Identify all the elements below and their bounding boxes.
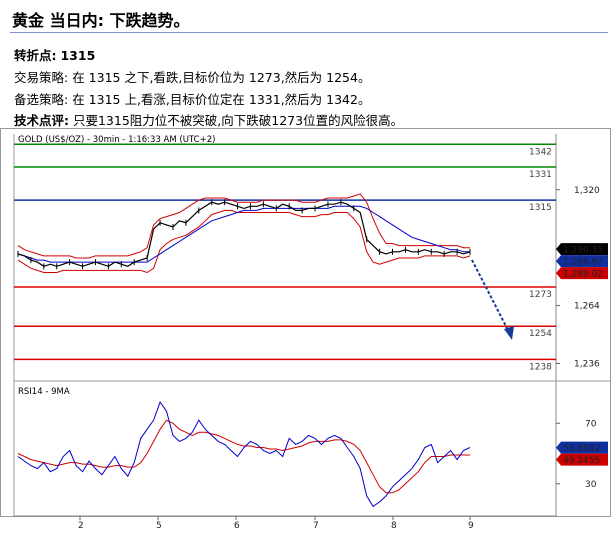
y-tick-label: 1,320 — [574, 186, 600, 196]
tech-comment-line: 技术点评: 只要1315阻力位不被突破,向下跌破1273位置的风险很高。 — [14, 110, 403, 129]
rsi-tag-label: 53.8692 — [563, 444, 600, 454]
x-tick-label: 7 — [313, 521, 319, 531]
price-tag-label: 1,290.35 — [563, 246, 603, 256]
price-tags: 1,290.35 1,289.97 1,289.02 — [556, 243, 608, 280]
bollinger-bands — [17, 193, 471, 274]
header-bar: 黄金 当日内: 下跌趋势。 — [0, 0, 616, 40]
page-title: 黄金 当日内: 下跌趋势。 — [12, 11, 190, 30]
level-label-1254: 1254 — [529, 329, 552, 339]
alt-strategy-label: 备选策略: — [14, 92, 69, 107]
rsi-pane: 70 30 53.8692 49.2455 — [17, 401, 608, 508]
rsi-y-tick-label: 30 — [585, 480, 597, 490]
rsi-tag-bg — [556, 453, 608, 466]
price-y-ticks: 1,320 1,264 1,236 — [556, 186, 600, 369]
x-tick-label: 6 — [234, 521, 240, 531]
alt-strategy-line: 备选策略: 在 1315 上,看涨,目标价位定在 1331,然后为 1342。 — [14, 89, 370, 108]
rsi-ma-line — [17, 419, 470, 494]
x-tick-label: 9 — [468, 521, 474, 531]
tech-comment-label: 技术点评: — [14, 113, 69, 128]
alt-strategy-text: 在 1315 上,看涨,目标价位定在 1331,然后为 1342。 — [72, 92, 371, 107]
strategy-line: 交易策略: 在 1315 之下,看跌,目标价位为 1273,然后为 1254。 — [14, 67, 370, 86]
bollinger-upper — [17, 193, 470, 259]
rsi-tag-label: 49.2455 — [563, 456, 600, 466]
pivot-line: 转折点: 1315 — [14, 45, 95, 64]
x-axis-ticks: 2 5 6 7 8 9 — [78, 516, 474, 531]
level-label-1273: 1273 — [529, 290, 552, 300]
level-label-1315: 1315 — [529, 203, 552, 213]
tech-comment-text: 只要1315阻力位不被突破,向下跌破1273位置的风险很高。 — [72, 113, 404, 128]
price-tag-bg — [556, 243, 608, 256]
price-chart-title: GOLD (US$/OZ) - 30min - 1:16:33 AM (UTC+… — [18, 135, 215, 145]
header-divider — [10, 32, 608, 33]
forecast-arrow-head — [504, 326, 514, 340]
bollinger-lower — [17, 209, 471, 274]
x-tick-label: 5 — [156, 521, 162, 531]
level-label-1342: 1342 — [529, 147, 552, 157]
strategy-label: 交易策略: — [14, 70, 69, 85]
rsi-line — [17, 401, 471, 508]
price-tag-label: 1,289.02 — [563, 270, 603, 280]
price-tag-bg — [556, 255, 608, 268]
price-line — [17, 201, 471, 267]
pivot-label: 转折点: — [14, 48, 57, 63]
rsi-chart-title: RSI14 - 9MA — [18, 387, 70, 397]
level-label-1331: 1331 — [529, 170, 552, 180]
moving-average — [17, 205, 470, 263]
strategy-text: 在 1315 之下,看跌,目标价位为 1273,然后为 1254。 — [72, 70, 371, 85]
x-tick-label: 2 — [78, 521, 84, 531]
y-tick-label: 1,236 — [574, 359, 600, 369]
rsi-tag-bg — [556, 441, 608, 454]
gold-chart: GOLD (US$/OZ) - 30min - 1:16:33 AM (UTC+… — [0, 128, 611, 531]
price-series — [17, 199, 471, 270]
pivot-value: 1315 — [60, 48, 96, 63]
level-label-1238: 1238 — [529, 362, 552, 372]
price-tag-label: 1,289.97 — [563, 258, 603, 268]
forecast-arrow — [471, 259, 514, 340]
forecast-arrow-line — [471, 259, 511, 335]
price-tag-bg — [556, 267, 608, 280]
y-tick-label: 1,264 — [574, 302, 600, 312]
price-levels: 1342 1331 1315 1273 1254 1238 — [14, 143, 556, 372]
x-tick-label: 8 — [391, 521, 397, 531]
rsi-y-tick-label: 70 — [585, 419, 597, 429]
chart-frame — [0, 128, 611, 517]
